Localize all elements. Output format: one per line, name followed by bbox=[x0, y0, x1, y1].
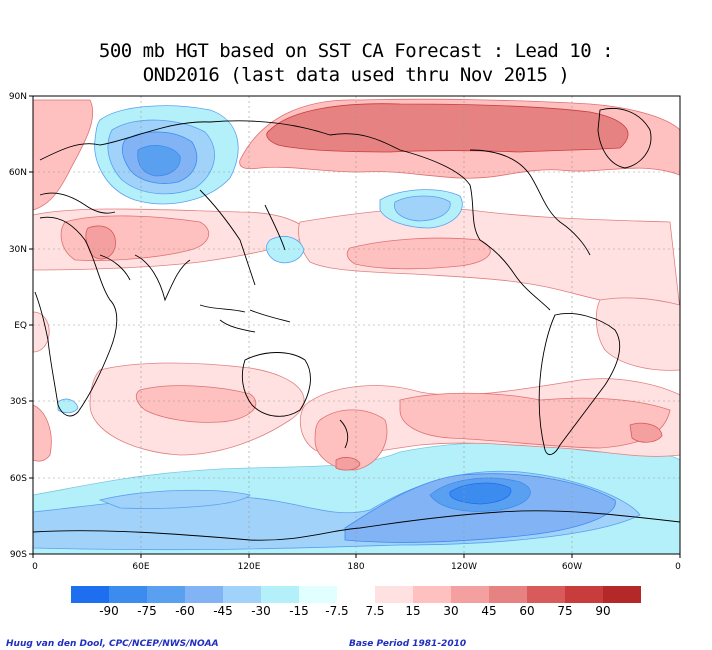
colorbar-label: -15 bbox=[289, 604, 309, 618]
colorbar-swatch bbox=[223, 586, 261, 603]
colorbar-label: 45 bbox=[481, 604, 497, 618]
colorbar-swatch bbox=[71, 586, 109, 603]
lon-label: 0 bbox=[675, 562, 681, 572]
lat-label: 60S bbox=[10, 474, 27, 484]
colorbar-label: 60 bbox=[519, 604, 535, 618]
colorbar-label: -30 bbox=[251, 604, 271, 618]
lat-label: 30N bbox=[9, 245, 27, 255]
lat-label: EQ bbox=[14, 321, 27, 331]
colorbar-swatch bbox=[527, 586, 565, 603]
colorbar-swatch bbox=[147, 586, 185, 603]
colorbar-label: -90 bbox=[99, 604, 119, 618]
lat-label: 90N bbox=[9, 92, 27, 102]
asia-positive-inner bbox=[85, 225, 116, 260]
southern-neg-west bbox=[98, 489, 251, 509]
south-atlantic-positive-inner bbox=[629, 422, 663, 443]
colorbar-label: -7.5 bbox=[325, 604, 349, 618]
lat-label: 30S bbox=[10, 397, 27, 407]
colorbar-swatch bbox=[489, 586, 527, 603]
north-atlantic-positive bbox=[33, 99, 94, 211]
colorbar-label: 90 bbox=[595, 604, 611, 618]
colorbar-label: -75 bbox=[137, 604, 157, 618]
siberia-negative-4 bbox=[137, 145, 181, 177]
lon-ticks bbox=[32, 554, 681, 558]
south-pacific-positive-inner bbox=[335, 457, 361, 471]
base-period: Base Period 1981-2010 bbox=[349, 639, 467, 649]
author-credit: Huug van den Dool, CPC/NCEP/NWS/NOAA bbox=[6, 639, 219, 649]
colorbar-label: 15 bbox=[405, 604, 421, 618]
anomaly-shading bbox=[33, 96, 680, 554]
colorbar-swatch bbox=[337, 586, 375, 603]
lon-label: 60W bbox=[562, 562, 582, 572]
colorbar-swatch bbox=[299, 586, 337, 603]
lat-labels: 90N 60N 30N EQ 30S 60S 90S bbox=[9, 92, 27, 560]
gridlines bbox=[33, 96, 680, 554]
northern-positive-core bbox=[266, 103, 629, 153]
colorbar-swatch bbox=[261, 586, 299, 603]
colorbar-label: -45 bbox=[213, 604, 233, 618]
colorbar bbox=[71, 586, 641, 603]
south-pacific-positive-core bbox=[314, 409, 388, 471]
southern-negative-core3 bbox=[449, 482, 512, 505]
coastlines bbox=[33, 108, 680, 541]
colorbar-label: 30 bbox=[443, 604, 459, 618]
lon-label: 120W bbox=[451, 562, 477, 572]
lon-label: 0 bbox=[32, 562, 38, 572]
lat-ticks bbox=[29, 95, 33, 555]
colorbar-swatch bbox=[451, 586, 489, 603]
west-edge-positive bbox=[33, 404, 52, 462]
lat-label: 90S bbox=[10, 550, 27, 560]
map-title-line2: OND2016 (last data used thru Nov 2015 ) bbox=[142, 64, 570, 86]
lon-label: 60E bbox=[132, 562, 149, 572]
colorbar-swatch bbox=[375, 586, 413, 603]
map-title-line1: 500 mb HGT based on SST CA Forecast : Le… bbox=[98, 40, 614, 62]
lon-label: 120E bbox=[238, 562, 261, 572]
lon-labels: 0 60E 120E 180 120W 60W 0 bbox=[32, 562, 681, 572]
colorbar-swatch bbox=[185, 586, 223, 603]
colorbar-swatch bbox=[413, 586, 451, 603]
colorbar-label: 7.5 bbox=[365, 604, 385, 618]
south-indian-positive-core bbox=[135, 385, 257, 423]
colorbar-swatch bbox=[603, 586, 641, 603]
colorbar-swatch bbox=[565, 586, 603, 603]
colorbar-swatch bbox=[109, 586, 147, 603]
nw-america-negative-2 bbox=[394, 195, 451, 222]
east-edge-positive bbox=[595, 297, 680, 371]
colorbar-label: -60 bbox=[175, 604, 195, 618]
pacific-positive-core bbox=[346, 237, 491, 270]
lat-label: 60N bbox=[9, 168, 27, 178]
lon-label: 180 bbox=[347, 562, 364, 572]
colorbar-label: 75 bbox=[557, 604, 573, 618]
